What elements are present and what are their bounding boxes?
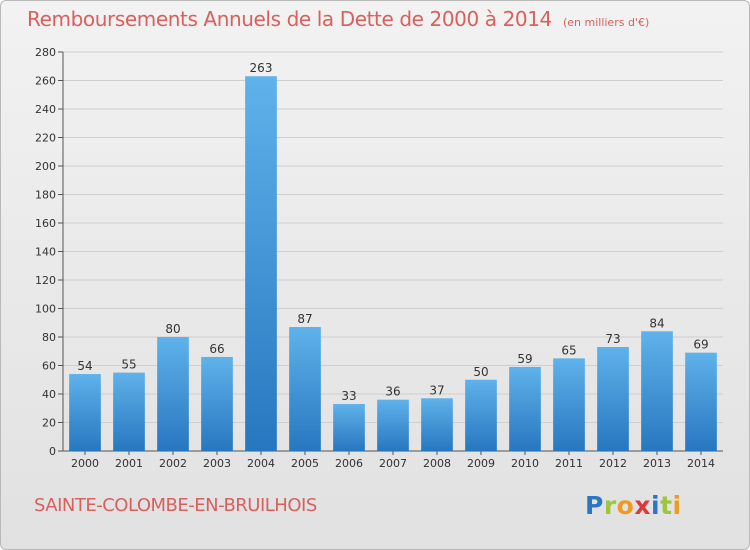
y-tick-label: 200: [35, 160, 56, 173]
x-tick-label-2007: 2007: [379, 457, 407, 470]
value-label-2010: 59: [517, 352, 532, 366]
bar-2008: [421, 398, 453, 451]
value-label-2003: 66: [209, 342, 224, 356]
y-tick-label: 120: [35, 274, 56, 287]
chart-title: Remboursements Annuels de la Dette de 20…: [27, 7, 649, 31]
x-tick-label-2004: 2004: [247, 457, 275, 470]
x-tick-label-2000: 2000: [71, 457, 99, 470]
bar-2010: [509, 366, 541, 451]
bar-2003: [201, 356, 233, 451]
value-label-2009: 50: [473, 365, 488, 379]
y-tick-label: 80: [42, 331, 56, 344]
y-tick-label: 180: [35, 189, 56, 202]
value-label-2000: 54: [77, 359, 92, 373]
value-label-2014: 69: [693, 338, 708, 352]
y-tick-label: 60: [42, 360, 56, 373]
y-tick-label: 160: [35, 217, 56, 230]
proxiti-logo: Proxiti: [585, 491, 682, 520]
title-main: Remboursements Annuels de la Dette de 20…: [27, 7, 552, 31]
y-tick-label: 220: [35, 132, 56, 145]
bar-2011: [553, 358, 585, 451]
bar-2004: [245, 76, 277, 451]
x-tick-label-2009: 2009: [467, 457, 495, 470]
value-label-2006: 33: [341, 389, 356, 403]
x-tick-label-2014: 2014: [687, 457, 715, 470]
value-label-2002: 80: [165, 322, 180, 336]
value-label-2007: 36: [385, 385, 400, 399]
x-tick-label-2011: 2011: [555, 457, 583, 470]
bar-2007: [377, 399, 409, 451]
y-tick-label: 280: [35, 46, 56, 59]
bar-2006: [333, 403, 365, 451]
bar-2001: [113, 372, 145, 451]
x-tick-label-2005: 2005: [291, 457, 319, 470]
commune-name: SAINTE-COLOMBE-EN-BRUILHOIS: [34, 495, 317, 516]
y-tick-label: 40: [42, 388, 56, 401]
x-tick-label-2006: 2006: [335, 457, 363, 470]
title-unit: (en milliers d'€): [562, 16, 650, 29]
y-tick-label: 0: [49, 445, 56, 458]
y-tick-label: 100: [35, 303, 56, 316]
y-tick-label: 140: [35, 246, 56, 259]
y-tick-label: 260: [35, 75, 56, 88]
bar-2014: [685, 352, 717, 451]
x-tick-label-2010: 2010: [511, 457, 539, 470]
value-label-2001: 55: [121, 358, 136, 372]
bar-2012: [597, 346, 629, 451]
x-tick-label-2013: 2013: [643, 457, 671, 470]
x-tick-label-2012: 2012: [599, 457, 627, 470]
value-label-2011: 65: [561, 343, 576, 357]
value-label-2008: 37: [429, 383, 444, 397]
bar-2002: [157, 337, 189, 451]
x-tick-label-2003: 2003: [203, 457, 231, 470]
value-label-2005: 87: [297, 312, 312, 326]
bar-2013: [641, 331, 673, 451]
labels: 54 55 80 66 263 87 33 36 37 50 59 65 73 84 69: [77, 61, 708, 403]
value-label-2013: 84: [649, 316, 664, 330]
value-label-2012: 73: [605, 332, 620, 346]
bar-2005: [289, 327, 321, 451]
y-tick-label: 20: [42, 417, 56, 430]
x-tick-label-2002: 2002: [159, 457, 187, 470]
value-label-2004: 263: [250, 61, 273, 75]
x-tick-label-2001: 2001: [115, 457, 143, 470]
y-tick-label: 240: [35, 103, 56, 116]
x-tick-label-2008: 2008: [423, 457, 451, 470]
bar-2009: [465, 379, 497, 451]
bar-2000: [69, 374, 101, 451]
bars: [69, 76, 717, 451]
